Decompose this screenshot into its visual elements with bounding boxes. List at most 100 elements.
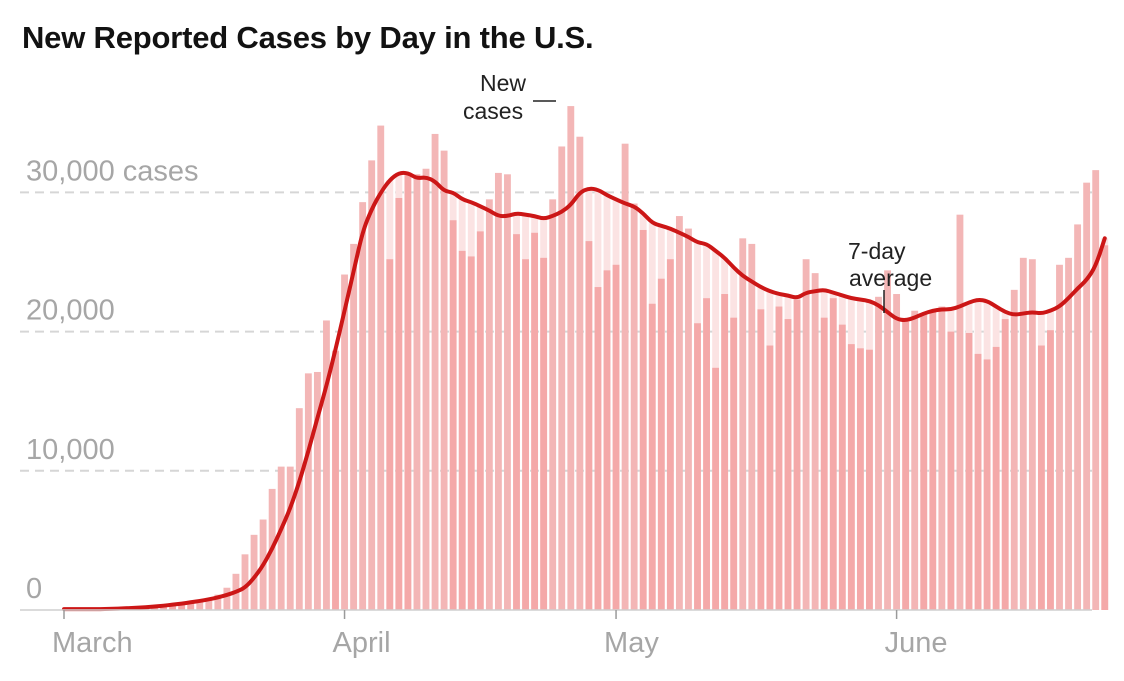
case-bar bbox=[1047, 330, 1054, 610]
case-bar bbox=[802, 259, 810, 610]
case-bar bbox=[277, 466, 285, 610]
case-bar bbox=[648, 303, 656, 610]
annotation-new-cases-line1: New bbox=[480, 70, 526, 96]
case-bar bbox=[666, 259, 674, 610]
case-bar bbox=[160, 606, 167, 610]
annotation-new-cases-line2: cases bbox=[463, 98, 523, 124]
case-bar bbox=[476, 231, 484, 610]
case-bar bbox=[838, 324, 846, 610]
case-bar bbox=[630, 203, 638, 610]
case-bar bbox=[748, 243, 756, 611]
case-bar bbox=[494, 172, 502, 611]
case-bar bbox=[332, 351, 339, 610]
case-bar bbox=[603, 270, 611, 610]
chart-title: New Reported Cases by Day in the U.S. bbox=[22, 20, 594, 55]
case-bar bbox=[757, 309, 765, 610]
y-tick-label: 20,000 bbox=[26, 295, 115, 327]
case-bar bbox=[431, 133, 439, 610]
case-bar bbox=[395, 197, 403, 610]
case-bar bbox=[829, 298, 837, 610]
case-bar bbox=[187, 602, 195, 610]
case-bar bbox=[1083, 182, 1091, 610]
y-axis-labels: 0 10,000 20,000 30,000 cases bbox=[26, 155, 199, 605]
case-bar bbox=[295, 408, 303, 610]
case-bar bbox=[485, 199, 493, 611]
case-bar bbox=[449, 220, 457, 611]
case-bar bbox=[820, 317, 828, 610]
case-bar bbox=[811, 273, 819, 610]
case-bar bbox=[241, 554, 249, 610]
case-bar bbox=[1056, 264, 1063, 610]
case-bar bbox=[965, 332, 973, 610]
case-bar bbox=[992, 346, 1000, 610]
case-bar bbox=[567, 106, 575, 610]
x-axis: March April May June bbox=[20, 609, 1092, 659]
case-bar bbox=[694, 323, 701, 610]
case-bar bbox=[856, 348, 864, 610]
annotation-avg-line1: 7-day bbox=[848, 238, 906, 264]
case-bar bbox=[540, 257, 548, 610]
case-bar bbox=[286, 466, 294, 610]
case-bar bbox=[368, 160, 376, 610]
case-bar bbox=[594, 287, 602, 610]
case-bar bbox=[920, 314, 928, 610]
case-bar bbox=[196, 600, 204, 610]
case-bar bbox=[775, 306, 783, 610]
case-bar bbox=[712, 367, 720, 610]
case-bar bbox=[323, 320, 330, 610]
case-bar bbox=[304, 373, 312, 610]
case-bar bbox=[938, 306, 946, 610]
case-bar bbox=[947, 331, 955, 610]
case-bar bbox=[739, 238, 747, 610]
case-bar bbox=[1028, 259, 1036, 610]
case-bar bbox=[766, 345, 774, 610]
case-bar bbox=[404, 174, 412, 610]
case-bar bbox=[513, 234, 520, 610]
case-bar bbox=[576, 136, 584, 610]
case-bar bbox=[1101, 245, 1109, 610]
case-bar bbox=[1010, 289, 1018, 610]
case-bar bbox=[1001, 319, 1009, 610]
case-bar bbox=[440, 150, 448, 610]
line-layer bbox=[62, 170, 1107, 612]
y-tick-label: 10,000 bbox=[26, 434, 115, 466]
case-bar bbox=[142, 608, 149, 610]
case-bar bbox=[721, 294, 729, 610]
case-bar bbox=[350, 243, 358, 611]
annotation-avg-line2: average bbox=[849, 265, 932, 291]
case-bar bbox=[467, 256, 475, 610]
case-bar bbox=[422, 168, 430, 610]
case-bar bbox=[377, 125, 385, 611]
case-bar bbox=[956, 214, 964, 610]
case-bar bbox=[169, 604, 177, 610]
case-bar bbox=[1037, 345, 1045, 610]
case-bar bbox=[884, 270, 891, 610]
case-bar bbox=[531, 232, 539, 610]
case-bar bbox=[866, 349, 873, 610]
y-tick-label: 30,000 cases bbox=[26, 155, 199, 187]
case-bar bbox=[847, 344, 855, 610]
case-bar bbox=[621, 143, 629, 610]
case-bar bbox=[675, 216, 683, 610]
case-bar bbox=[893, 294, 901, 610]
case-bar bbox=[703, 298, 710, 610]
case-bar bbox=[458, 250, 466, 610]
case-bar bbox=[730, 317, 738, 610]
case-bar bbox=[558, 146, 566, 611]
case-bar bbox=[983, 359, 991, 610]
case-bar bbox=[386, 259, 394, 610]
case-bar bbox=[685, 228, 692, 611]
case-bar bbox=[902, 321, 910, 610]
case-bar bbox=[639, 229, 647, 610]
y-tick-label: 0 bbox=[26, 573, 42, 605]
case-bar bbox=[585, 241, 593, 610]
case-bar bbox=[1092, 170, 1100, 611]
case-bar bbox=[413, 174, 421, 610]
case-bar bbox=[223, 587, 231, 610]
x-tick-label: June bbox=[885, 627, 948, 659]
case-bar bbox=[612, 264, 620, 610]
case-bar bbox=[911, 310, 919, 610]
case-bar bbox=[504, 174, 511, 610]
case-bar bbox=[522, 259, 529, 610]
